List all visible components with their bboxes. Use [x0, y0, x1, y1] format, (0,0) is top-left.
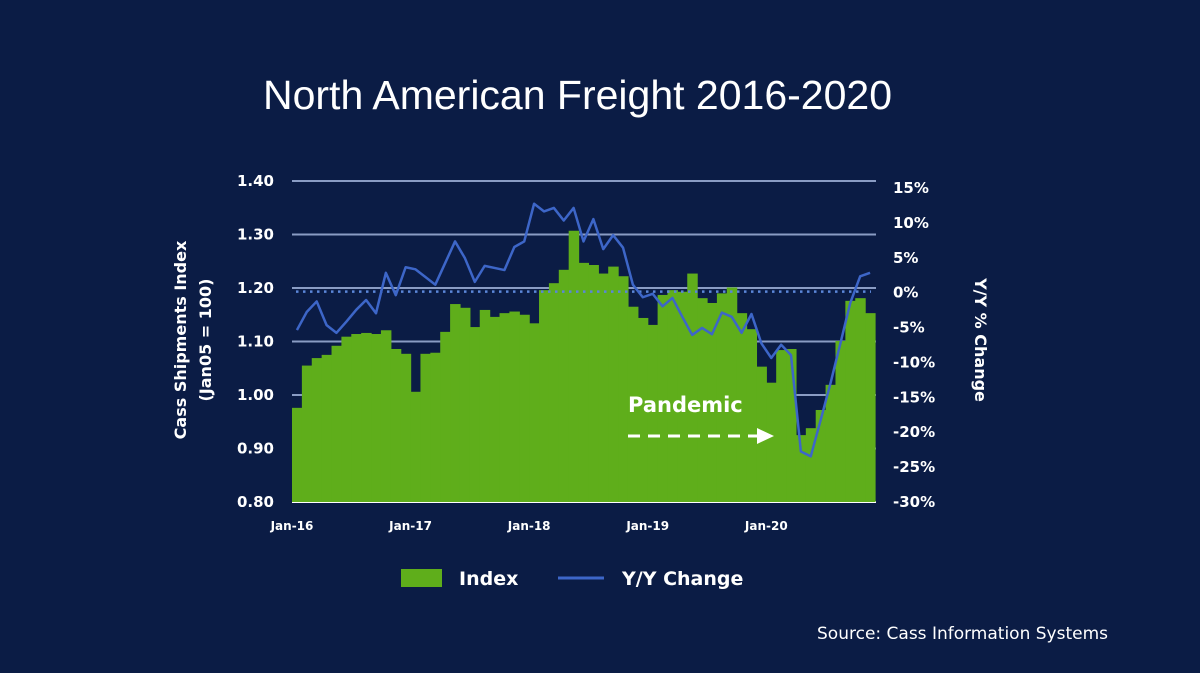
y2-tick-label: -20% — [893, 423, 935, 441]
bar-Nov-17 — [509, 311, 520, 502]
bar-Jul-17 — [469, 327, 481, 502]
bar-Oct-17 — [499, 313, 510, 502]
bar-Apr-20 — [795, 435, 807, 502]
bar-Oct-18 — [618, 276, 629, 502]
bar-Apr-16 — [321, 354, 333, 502]
bar-Feb-16 — [301, 365, 313, 502]
legend-index-label: Index — [459, 568, 518, 590]
bar-Nov-18 — [627, 306, 639, 502]
bar-Sep-19 — [726, 287, 738, 502]
bar-Mar-18 — [548, 283, 560, 502]
y2-tick-label: 5% — [893, 249, 918, 267]
bar-Jan-19 — [647, 324, 659, 502]
bar-May-20 — [805, 428, 817, 502]
bar-Feb-18 — [539, 290, 550, 502]
y2-tick-label: -5% — [893, 319, 925, 337]
bar-Sep-18 — [608, 266, 619, 502]
bar-Dec-18 — [637, 317, 649, 502]
bar-Mar-19 — [667, 290, 678, 502]
bar-Jan-16 — [292, 407, 303, 502]
bar-Mar-20 — [786, 348, 797, 502]
bar-Apr-19 — [677, 291, 688, 502]
y-tick-label: 1.00 — [237, 386, 274, 404]
x-tick-label: Jan-17 — [388, 519, 432, 533]
bar-Feb-17 — [420, 353, 431, 502]
bar-Jun-17 — [459, 307, 471, 502]
y2-tick-label: 0% — [893, 284, 918, 302]
bar-Sep-17 — [489, 316, 501, 502]
bar-Jul-18 — [588, 264, 599, 502]
bar-Aug-19 — [716, 293, 728, 502]
bar-Jun-18 — [578, 262, 590, 502]
y-axis-subtitle: (Jan05 = 100) — [196, 279, 215, 402]
y-tick-label: 1.20 — [237, 279, 274, 297]
y2-axis-title: Y/Y % Change — [971, 277, 990, 402]
bar-Nov-16 — [390, 348, 402, 502]
bar-Nov-20 — [865, 313, 876, 502]
y-axis-title: Cass Shipments Index — [171, 240, 190, 439]
bar-Aug-20 — [835, 340, 846, 502]
legend-index-swatch — [401, 569, 442, 587]
bar-Mar-16 — [311, 358, 323, 502]
x-tick-label: Jan-20 — [744, 519, 788, 533]
bar-Sep-20 — [845, 300, 856, 502]
bar-May-16 — [331, 345, 343, 502]
y2-tick-label: -10% — [893, 353, 935, 371]
bar-Apr-18 — [558, 269, 570, 502]
source-note: Source: Cass Information Systems — [817, 624, 1108, 644]
y2-tick-label: -25% — [893, 458, 935, 476]
bar-Sep-16 — [371, 334, 382, 502]
bar-Aug-17 — [479, 309, 491, 502]
bar-Jan-18 — [529, 323, 540, 502]
bar-Jan-17 — [410, 391, 422, 502]
y-tick-label: 1.40 — [237, 172, 274, 190]
bar-Feb-19 — [657, 294, 669, 502]
y2-tick-label: 15% — [893, 179, 929, 197]
y2-tick-label: -15% — [893, 388, 935, 406]
bar-May-18 — [568, 230, 580, 502]
bar-Mar-17 — [430, 352, 441, 502]
y2-tick-label: 10% — [893, 214, 929, 232]
bar-Nov-19 — [746, 329, 758, 502]
bar-Oct-20 — [855, 298, 866, 502]
bar-Oct-19 — [736, 313, 748, 502]
y-tick-label: 1.30 — [237, 226, 274, 244]
bar-Jul-20 — [825, 384, 837, 502]
y2-tick-label: -30% — [893, 493, 935, 511]
bar-Aug-16 — [361, 332, 372, 502]
y-tick-label: 1.10 — [237, 333, 274, 351]
bar-May-17 — [450, 304, 461, 502]
bar-Jun-16 — [341, 336, 352, 502]
y-tick-label: 0.90 — [237, 440, 274, 458]
bar-Aug-18 — [598, 273, 609, 502]
bar-Jul-19 — [707, 302, 718, 502]
x-tick-label: Jan-18 — [507, 519, 551, 533]
bar-May-19 — [687, 273, 698, 502]
x-tick-label: Jan-19 — [625, 519, 669, 533]
bar-Jun-20 — [815, 409, 827, 502]
y-tick-label: 0.80 — [237, 493, 274, 511]
bar-Feb-20 — [776, 350, 787, 502]
bar-Dec-17 — [519, 314, 530, 502]
bar-Apr-17 — [440, 331, 451, 502]
bar-Jan-20 — [766, 382, 777, 502]
pandemic-annotation: Pandemic — [628, 393, 743, 417]
bar-Oct-16 — [380, 330, 392, 502]
legend-yy-label: Y/Y Change — [621, 568, 743, 590]
bar-Jun-19 — [697, 298, 708, 502]
bar-Dec-16 — [400, 353, 412, 502]
x-tick-label: Jan-16 — [270, 519, 314, 533]
chart-title: North American Freight 2016-2020 — [262, 72, 892, 118]
bar-Jul-16 — [351, 334, 362, 502]
pandemic-arrow-head — [757, 428, 774, 444]
